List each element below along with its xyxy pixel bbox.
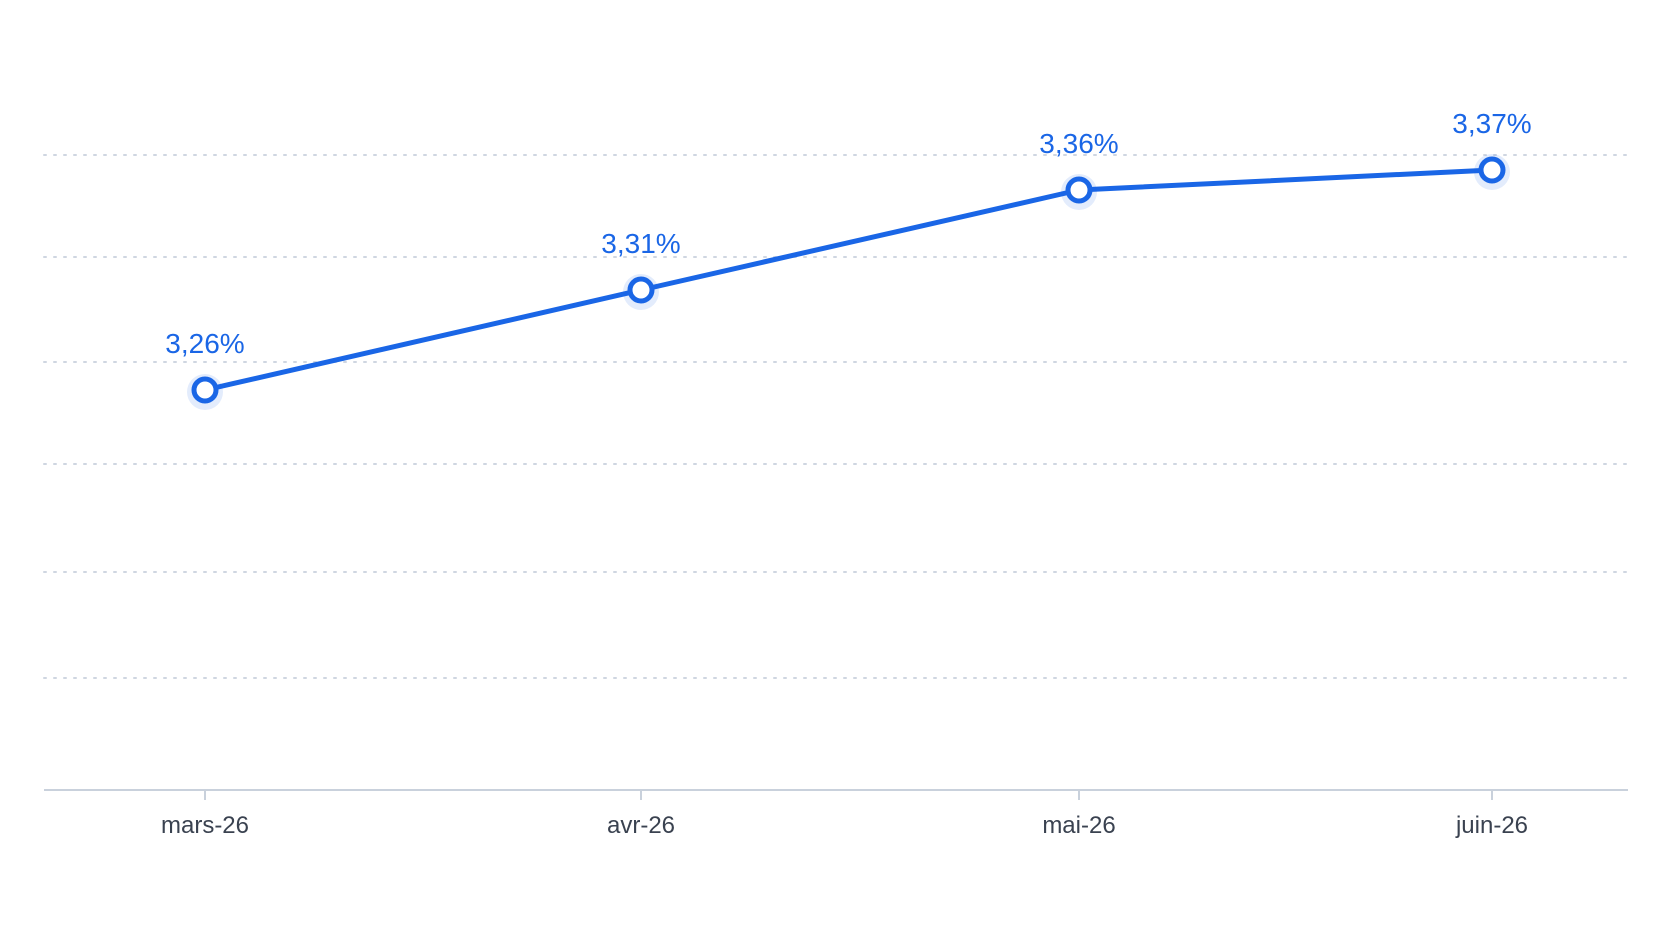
x-tick-label: avr-26 — [607, 812, 675, 839]
data-label: 3,37% — [1452, 108, 1531, 139]
x-axis: mars-26 avr-26 mai-26 juin-26 — [44, 789, 1628, 839]
data-point[interactable] — [1478, 156, 1506, 184]
data-points — [187, 154, 1510, 410]
data-point[interactable] — [1065, 176, 1093, 204]
data-label: 3,36% — [1039, 128, 1118, 159]
grid-lines — [43, 154, 1629, 679]
data-labels: 3,26% 3,31% 3,36% 3,37% — [165, 108, 1531, 359]
x-tick-label: mai-26 — [1042, 812, 1115, 839]
data-label: 3,26% — [165, 328, 244, 359]
series — [202, 167, 1495, 393]
data-label: 3,31% — [601, 228, 680, 259]
x-tick-label: juin-26 — [1455, 812, 1528, 839]
series-line — [202, 167, 1495, 393]
data-point[interactable] — [191, 376, 219, 404]
data-point[interactable] — [627, 276, 655, 304]
x-tick-label: mars-26 — [161, 812, 249, 839]
